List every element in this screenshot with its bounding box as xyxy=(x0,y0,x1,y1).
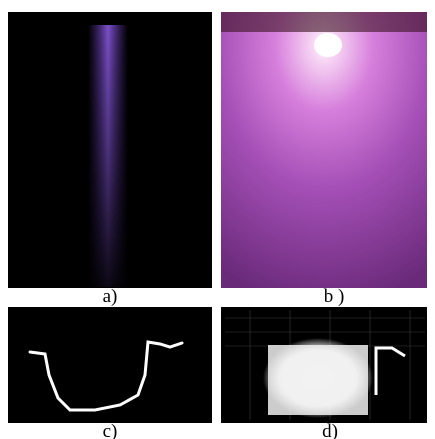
panel-label: c) xyxy=(103,421,118,439)
panel-label: b ) xyxy=(324,286,345,307)
panel-b-top xyxy=(221,12,427,32)
panel-label: a) xyxy=(103,286,118,307)
bright-spot xyxy=(314,33,342,57)
panel-label: d) xyxy=(322,421,338,439)
figure: a) b ) c) d) xyxy=(0,0,435,439)
bright-region xyxy=(268,345,368,415)
plasma-beam xyxy=(88,25,128,287)
